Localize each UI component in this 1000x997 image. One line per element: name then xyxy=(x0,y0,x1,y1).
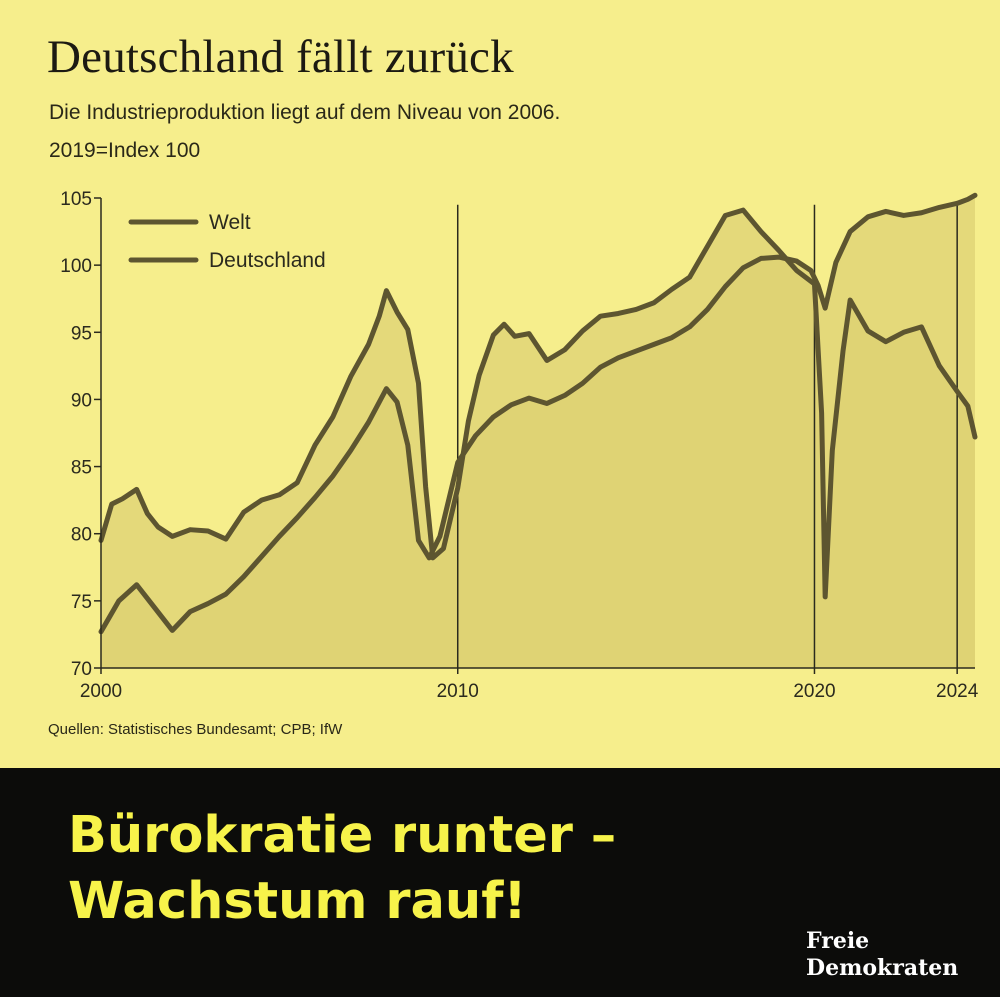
chart-areas xyxy=(101,195,975,669)
slogan-line-1: Bürokratie runter – xyxy=(68,806,617,865)
series-line-welt xyxy=(98,192,978,635)
x-tick-label-2010: 2010 xyxy=(437,681,479,702)
slogan-banner: Bürokratie runter – Wachstum rauf! Freie… xyxy=(0,768,1000,997)
series-line-deutschland xyxy=(98,207,978,600)
y-tick-label-100: 100 xyxy=(60,256,92,277)
slogan-line-2: Wachstum rauf! xyxy=(68,872,527,931)
legend-label-deutschland: Deutschland xyxy=(209,249,326,272)
x-tick-label-2024: 2024 xyxy=(936,681,979,702)
party-logo: Freie Demokraten xyxy=(806,928,958,982)
logo-line-1: Freie xyxy=(806,928,870,954)
y-tick-label-75: 75 xyxy=(71,592,92,613)
chart-card: Deutschland fällt zurück Die Industriepr… xyxy=(47,31,979,738)
source-note: Quellen: Statistisches Bundesamt; CPB; I… xyxy=(48,721,343,738)
y-tick-label-95: 95 xyxy=(71,323,92,344)
legend-label-welt: Welt xyxy=(209,211,251,234)
y-tick-label-80: 80 xyxy=(71,525,92,546)
index-note: 2019=Index 100 xyxy=(49,139,201,162)
x-tick-label-2020: 2020 xyxy=(793,681,835,702)
slogan: Bürokratie runter – Wachstum rauf! xyxy=(68,803,616,935)
y-tick-label-105: 105 xyxy=(60,189,92,210)
chart-lines xyxy=(98,192,978,635)
area-deutschland xyxy=(101,210,975,669)
chart-legend: Welt Deutschland xyxy=(128,211,326,272)
page-title: Deutschland fällt zurück xyxy=(47,31,514,83)
chart-axes: 70 75 80 85 90 95 100 105 2000 2010 2020 2024 xyxy=(60,189,978,702)
y-tick-label-70: 70 xyxy=(71,659,92,680)
line-chart: 70 75 80 85 90 95 100 105 2000 2010 2020 2024 Welt D… xyxy=(60,189,978,702)
logo-line-2: Demokraten xyxy=(806,955,959,981)
y-tick-label-90: 90 xyxy=(71,390,92,411)
chart-subtitle: Die Industrieproduktion liegt auf dem Ni… xyxy=(49,101,561,124)
x-tick-label-2000: 2000 xyxy=(80,681,122,702)
y-tick-label-85: 85 xyxy=(71,458,92,479)
